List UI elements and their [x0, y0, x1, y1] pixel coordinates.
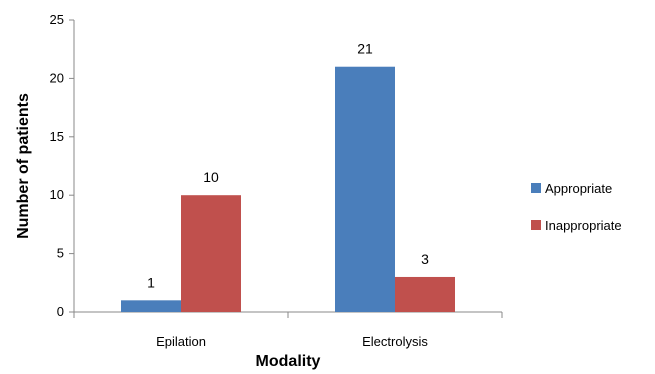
bar-appropriate-epilation: [121, 300, 181, 312]
x-axis-title: Modality: [256, 353, 321, 370]
data-label: 1: [147, 274, 155, 290]
bar-appropriate-electrolysis: [335, 66, 395, 312]
x-tick-label: Epilation: [156, 334, 206, 349]
y-tick-label: 15: [50, 129, 64, 144]
y-tick-label: 10: [50, 187, 64, 202]
legend-swatch-appropriate: [531, 183, 541, 193]
y-axis: 0 5 10 15 20 25: [50, 12, 75, 319]
bars-group: [121, 66, 455, 312]
data-label: 21: [357, 41, 373, 57]
legend-label-inappropriate: Inappropriate: [545, 218, 622, 233]
legend-label-appropriate: Appropriate: [545, 181, 612, 196]
x-axis: Epilation Electrolysis: [73, 311, 503, 349]
x-tick-label: Electrolysis: [362, 334, 428, 349]
legend-swatch-inappropriate: [531, 220, 541, 230]
y-tick-label: 0: [57, 304, 64, 319]
data-label: 10: [203, 169, 219, 185]
data-label: 3: [421, 251, 429, 267]
data-labels-group: 1 21 10 3: [147, 41, 429, 291]
y-tick-label: 5: [57, 246, 64, 261]
bar-inappropriate-epilation: [181, 195, 241, 312]
y-tick-label: 25: [50, 12, 64, 27]
legend: Appropriate Inappropriate: [531, 181, 622, 233]
bar-inappropriate-electrolysis: [395, 276, 455, 312]
y-axis-title: Number of patients: [15, 93, 32, 239]
y-tick-label: 20: [50, 70, 64, 85]
